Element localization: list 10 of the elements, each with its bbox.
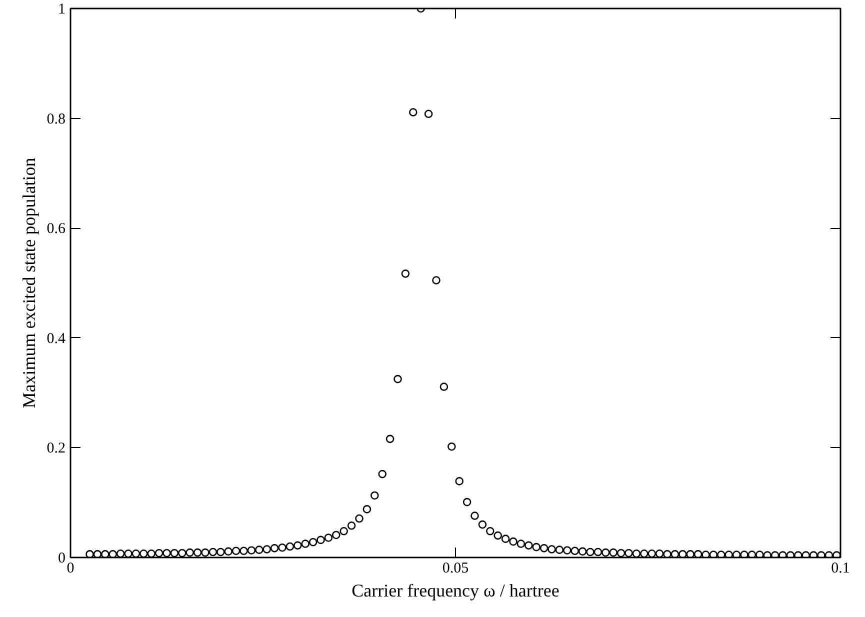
x-tick-label: 0.05 <box>442 560 469 576</box>
y-tick-label: 1 <box>58 2 66 18</box>
x-axis-title: Carrier frequency ω / hartree <box>352 580 560 600</box>
y-tick-label: 0.8 <box>46 111 66 128</box>
y-tick-label: 0.2 <box>46 440 66 457</box>
y-tick-label: 0.6 <box>46 221 66 238</box>
y-axis-title: Maximum excited state population <box>18 158 39 408</box>
y-tick-label: 0.4 <box>46 330 66 347</box>
y-tick-label: 0 <box>58 550 66 566</box>
x-tick-label: 0.1 <box>831 560 850 576</box>
